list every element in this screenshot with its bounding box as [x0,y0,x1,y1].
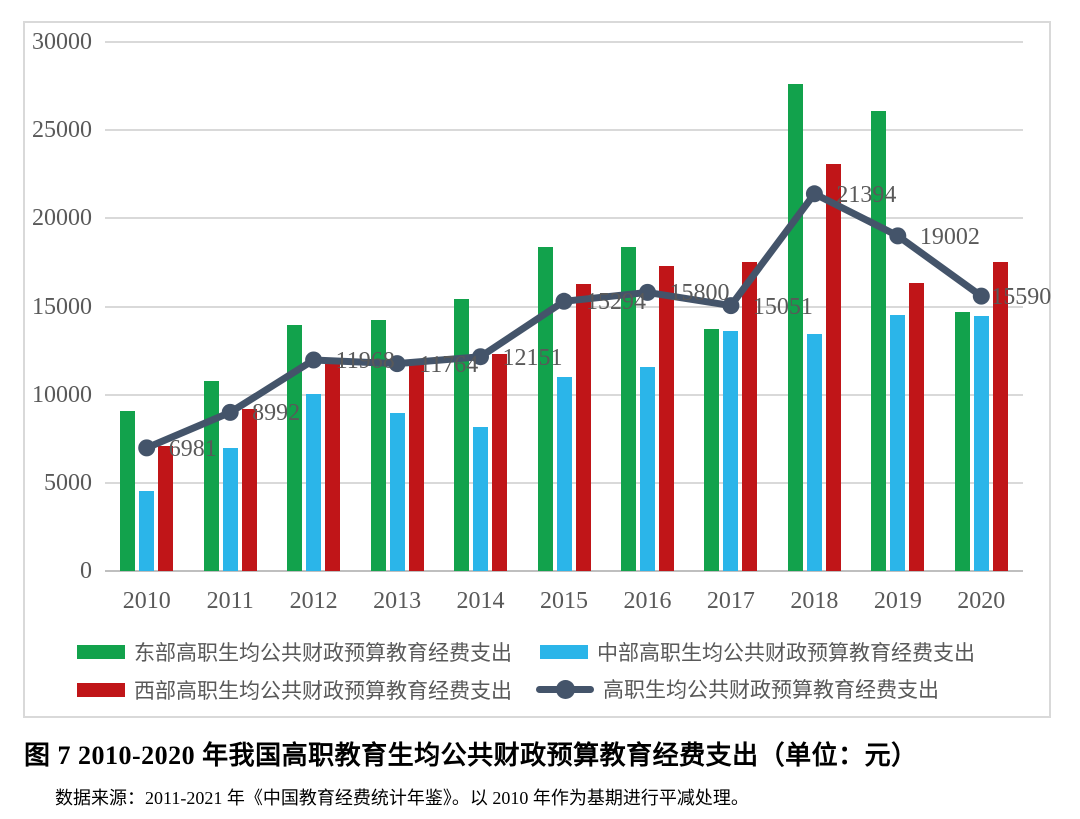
x-axis-tick-label: 2010 [122,588,171,614]
legend-swatch-central [540,645,588,659]
x-axis-tick-label: 2017 [706,588,755,614]
x-axis-tick-label: 2019 [873,588,922,614]
x-axis-tick-label: 2014 [456,588,505,614]
source-note: 数据来源：2011-2021 年《中国教育经费统计年鉴》。以 2010 年作为基… [55,788,749,808]
bar-series0-2012 [287,325,303,571]
x-axis-tick-label: 2018 [790,588,839,614]
bar-series2-2013 [408,362,424,571]
plot-area: 0 5000 10000 15000 20000 25000 30000 2010 2011 20… [32,29,1051,614]
bar-series0-2020 [954,311,970,571]
bar-series1-2015 [556,377,572,571]
bar-series1-2019 [890,315,906,571]
line-data-label-2020: 15590 [991,284,1052,311]
bar-series2-2014 [492,354,508,571]
line-marker-2012 [305,351,323,369]
bar-series1-2014 [473,427,489,571]
line-data-label-2014: 12151 [502,344,563,371]
legend-item-overall: 高职生均公共财政预算教育经费支出 [536,674,939,704]
x-axis-tick-label: 2011 [206,588,254,614]
line-data-label-2019: 19002 [919,223,980,250]
x-axis-tick-label: 2016 [623,588,672,614]
line-marker-2020 [972,287,990,305]
line-marker-2015 [555,292,573,310]
x-axis-tick-label: 2013 [373,588,422,614]
line-data-label-2017: 15051 [752,293,813,320]
bar-series1-2018 [806,333,822,571]
line-marker-2011 [221,403,239,421]
line-data-label-2010: 6981 [168,435,217,462]
line-marker-2016 [639,283,656,301]
bar-series1-2012 [306,393,322,571]
x-axis-tick-label: 2020 [957,588,1006,614]
line-data-label-2016: 15800 [669,280,730,307]
line-marker-2014 [472,348,489,366]
legend-label-overall: 高职生均公共财政预算教育经费支出 [603,678,939,702]
y-axis-tick-label: 10000 [32,381,92,408]
bar-series2-2020 [992,261,1008,571]
y-axis-tick-label: 0 [80,558,92,584]
gridline [105,41,1023,43]
bar-series0-2011 [203,381,219,571]
y-axis-tick-label: 15000 [32,293,92,320]
legend-swatch-east [77,645,125,659]
bar-series0-2015 [537,246,553,571]
bar-series2-2011 [241,408,257,571]
line-data-label-2018: 21394 [836,181,897,208]
legend-label-east: 东部高职生均公共财政预算教育经费支出 [134,641,512,665]
bar-series2-2015 [575,283,591,571]
bar-series1-2013 [389,413,405,571]
bar-series0-2016 [620,246,636,571]
bar-series0-2010 [120,410,136,571]
y-axis-tick-label: 25000 [32,117,92,144]
legend-label-central: 中部高职生均公共财政预算教育经费支出 [597,641,975,665]
bar-series2-2012 [325,361,341,571]
legend-item-west: 西部高职生均公共财政预算教育经费支出 [77,675,512,705]
bar-series2-2019 [909,282,925,571]
line-data-label-2013: 11764 [419,351,479,378]
line-data-label-2012: 11968 [335,347,395,374]
bar-series2-2010 [158,445,174,571]
bar-series2-2016 [658,265,674,571]
y-axis-tick-label: 30000 [32,29,92,55]
legend-swatch-west [77,683,125,697]
legend-item-central: 中部高职生均公共财政预算教育经费支出 [540,637,975,667]
bar-series0-2014 [454,298,470,571]
bar-series2-2017 [742,261,758,571]
gridline [105,129,1023,132]
legend-label-west: 西部高职生均公共财政预算教育经费支出 [134,679,512,703]
bar-series1-2011 [222,447,238,571]
bar-series1-2010 [139,490,155,571]
line-marker-2018 [805,185,823,203]
y-axis-tick-label: 20000 [32,205,92,232]
x-axis-tick-label: 2012 [289,588,338,614]
x-axis-tick-label: 2015 [540,588,588,614]
figure-caption: 图 7 2010-2020 年我国高职教育生均公共财政预算教育经费支出（单位：元… [24,741,918,770]
line-marker-2019 [889,227,907,245]
line-marker-2017 [722,297,740,315]
line-data-label-2011: 8992 [252,400,301,427]
bar-series1-2020 [973,316,989,571]
line-marker-2010 [138,439,156,457]
bar-series0-2017 [704,328,720,571]
bar-series1-2017 [723,331,739,571]
bar-series2-2018 [825,163,841,571]
y-axis-tick-label: 5000 [44,469,92,496]
line-marker-2013 [388,355,406,373]
overall-line-series [138,185,990,457]
line-data-label-2015: 15294 [586,289,646,316]
bar-series1-2016 [639,367,655,571]
x-axis-line [105,570,1023,572]
gridline [105,217,1023,220]
bar-series0-2013 [370,319,386,571]
bar-series0-2018 [787,84,803,571]
legend-item-east: 东部高职生均公共财政预算教育经费支出 [77,637,512,667]
legend-line-marker-icon [536,679,594,699]
